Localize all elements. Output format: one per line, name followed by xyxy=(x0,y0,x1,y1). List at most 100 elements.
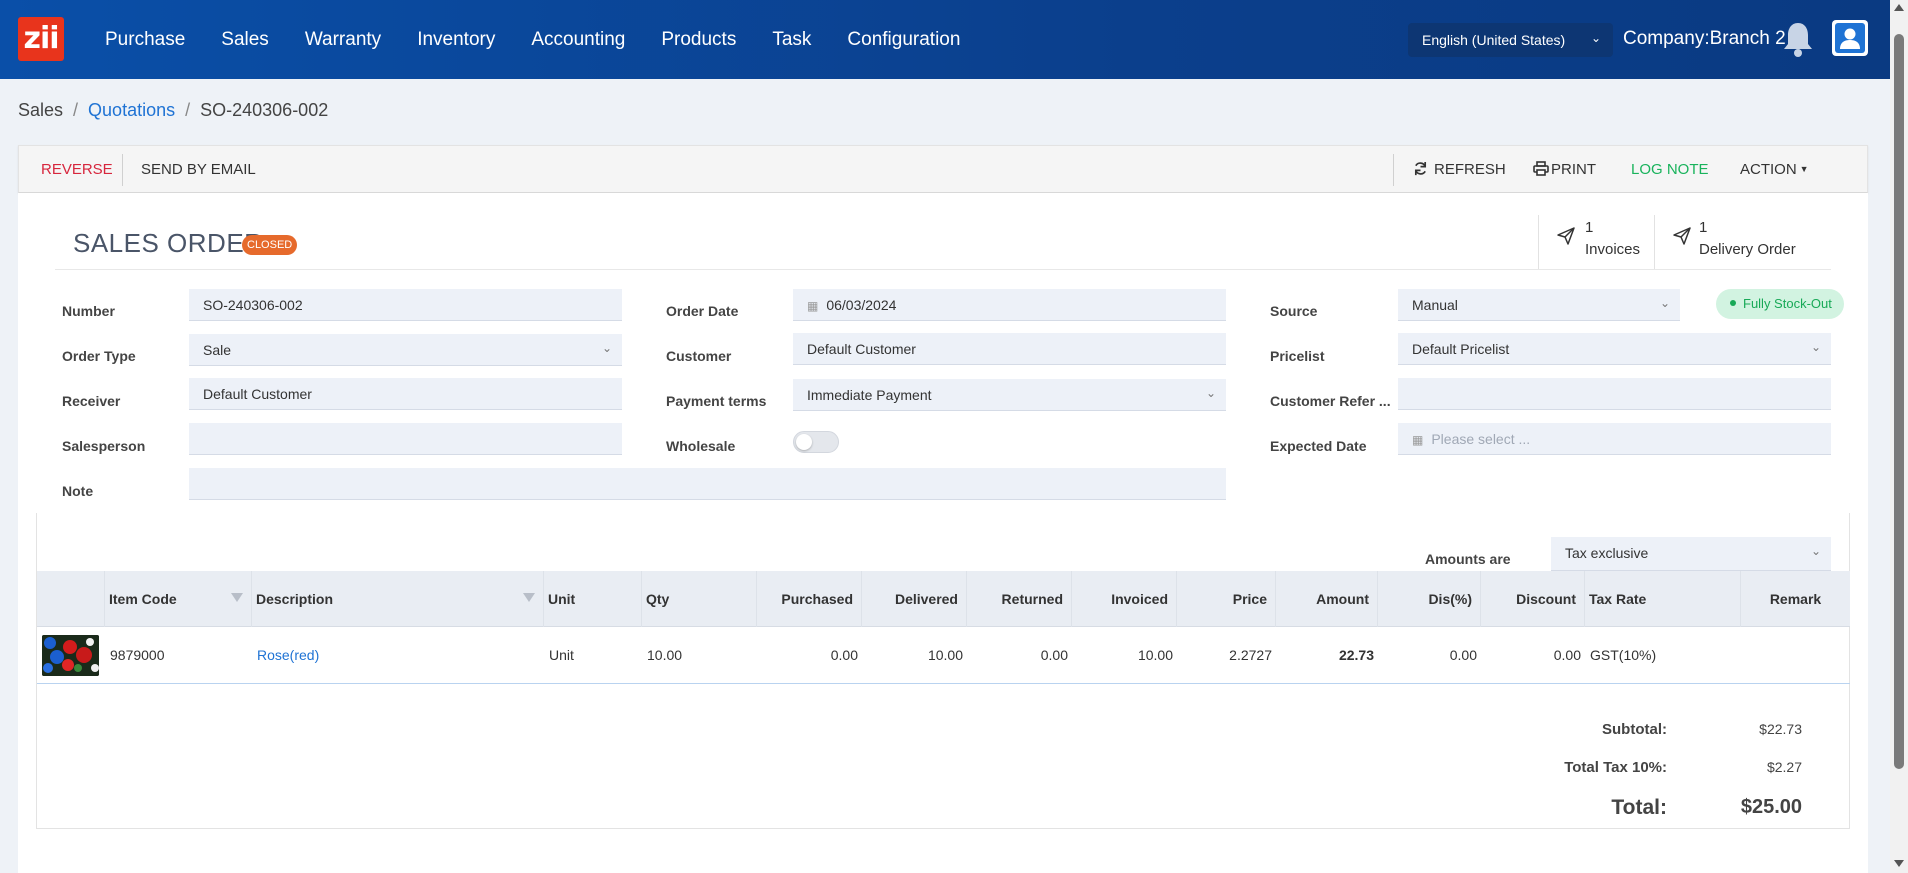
stock-status-text: Fully Stock-Out xyxy=(1743,296,1832,311)
user-avatar-icon[interactable] xyxy=(1832,20,1868,56)
source-select[interactable]: Manual ⌄ xyxy=(1398,289,1680,321)
calendar-icon: ▦ xyxy=(1412,433,1424,447)
expected-date-label: Expected Date xyxy=(1270,438,1367,454)
order-date-value: 06/03/2024 xyxy=(826,297,897,313)
column-header-remark[interactable]: Remark xyxy=(1769,591,1822,607)
column-header-qty[interactable]: Qty xyxy=(642,571,757,627)
cell-amount: 22.73 xyxy=(1338,647,1374,663)
action-dropdown[interactable]: ACTION ▼ xyxy=(1740,161,1809,178)
column-header-dis-pct[interactable]: Dis(%) xyxy=(1378,571,1481,627)
filter-icon[interactable] xyxy=(231,593,243,602)
cell-unit: Unit xyxy=(549,647,574,663)
title-divider xyxy=(55,269,1831,270)
scroll-down-icon[interactable] xyxy=(1894,860,1904,867)
order-type-select[interactable]: Sale ⌄ xyxy=(189,334,622,366)
delivery-count: 1 xyxy=(1699,219,1708,236)
table-row[interactable]: 9879000 Rose(red) Unit 10.00 0.00 10.00 … xyxy=(37,627,1850,684)
breadcrumb-separator: / xyxy=(185,100,191,120)
amounts-are-select[interactable]: Tax exclusive ⌄ xyxy=(1551,537,1831,571)
total-value: $25.00 xyxy=(1740,796,1802,818)
note-label: Note xyxy=(62,483,94,499)
column-header-item-code[interactable]: Item Code xyxy=(105,571,252,627)
refresh-button[interactable]: REFRESH xyxy=(1413,161,1506,178)
column-header-delivered[interactable]: Delivered xyxy=(862,571,967,627)
toolbar-divider xyxy=(1393,154,1394,186)
note-field[interactable] xyxy=(189,468,1226,500)
cell-item-code: 9879000 xyxy=(110,647,165,663)
filter-icon[interactable] xyxy=(523,593,535,602)
reverse-button[interactable]: REVERSE xyxy=(41,161,113,178)
subtotal-value: $22.73 xyxy=(1759,721,1802,737)
toolbar-divider xyxy=(122,154,123,186)
receiver-label: Receiver xyxy=(62,393,121,409)
pricelist-select[interactable]: Default Pricelist ⌄ xyxy=(1398,333,1831,365)
nav-products[interactable]: Products xyxy=(661,28,737,50)
breadcrumb-separator: / xyxy=(73,100,79,120)
breadcrumb-quotations-link[interactable]: Quotations xyxy=(88,100,176,120)
expected-date-field[interactable]: ▦ Please select ... xyxy=(1398,423,1831,455)
nav-configuration[interactable]: Configuration xyxy=(847,28,961,50)
customer-ref-field[interactable] xyxy=(1398,378,1831,410)
order-date-label: Order Date xyxy=(666,303,739,319)
column-header-discount[interactable]: Discount xyxy=(1481,571,1585,627)
cell-qty: 10.00 xyxy=(647,647,683,663)
nav-accounting[interactable]: Accounting xyxy=(531,28,626,50)
total-tax-label: Total Tax 10%: xyxy=(1564,759,1667,776)
amounts-are-label: Amounts are xyxy=(1425,551,1511,567)
order-date-field[interactable]: ▦ 06/03/2024 xyxy=(793,289,1226,321)
number-field[interactable]: SO-240306-002 xyxy=(189,289,622,321)
number-label: Number xyxy=(62,303,115,319)
column-header-price[interactable]: Price xyxy=(1177,571,1276,627)
wholesale-label: Wholesale xyxy=(666,438,736,454)
log-note-button[interactable]: LOG NOTE xyxy=(1631,161,1709,178)
send-icon xyxy=(1673,227,1691,245)
cell-invoiced: 10.00 xyxy=(1137,647,1173,663)
chevron-down-icon: ⌄ xyxy=(1205,386,1216,400)
print-button[interactable]: PRINT xyxy=(1533,161,1596,178)
column-header-unit[interactable]: Unit xyxy=(544,571,642,627)
toggle-knob xyxy=(796,434,812,450)
column-header-description[interactable]: Description xyxy=(252,571,544,627)
column-header-returned[interactable]: Returned xyxy=(967,571,1072,627)
product-thumbnail[interactable] xyxy=(42,635,99,676)
nav-task[interactable]: Task xyxy=(772,28,812,50)
subtotal-label: Subtotal: xyxy=(1602,721,1667,738)
scroll-up-icon[interactable] xyxy=(1894,4,1904,11)
column-header-purchased[interactable]: Purchased xyxy=(757,571,862,627)
status-dot-icon xyxy=(1730,300,1736,306)
product-link[interactable]: Rose(red) xyxy=(257,647,320,663)
invoices-smart-button[interactable]: 1 Invoices xyxy=(1538,215,1654,269)
send-by-email-button[interactable]: SEND BY EMAIL xyxy=(141,161,256,178)
company-switcher[interactable]: Company:Branch 2 xyxy=(1623,28,1786,49)
cell-tax-rate: GST(10%) xyxy=(1590,647,1657,663)
calendar-icon: ▦ xyxy=(807,299,819,313)
bell-icon[interactable] xyxy=(1781,20,1815,58)
column-header-invoiced[interactable]: Invoiced xyxy=(1072,571,1177,627)
nav-sales[interactable]: Sales xyxy=(221,28,269,50)
column-header-tax-rate[interactable]: Tax Rate xyxy=(1585,571,1741,627)
nav-warranty[interactable]: Warranty xyxy=(304,28,382,50)
pricelist-label: Pricelist xyxy=(1270,348,1325,364)
order-type-value: Sale xyxy=(203,342,232,358)
customer-field[interactable]: Default Customer xyxy=(793,333,1226,365)
language-select[interactable]: English (United States) ⌄ xyxy=(1408,23,1613,57)
nav-purchase[interactable]: Purchase xyxy=(105,28,186,50)
cell-returned: 0.00 xyxy=(1040,647,1068,663)
cell-discount: 0.00 xyxy=(1553,647,1581,663)
send-icon xyxy=(1557,227,1575,245)
customer-label: Customer xyxy=(666,348,732,364)
receiver-field[interactable]: Default Customer xyxy=(189,378,622,410)
payment-terms-select[interactable]: Immediate Payment ⌄ xyxy=(793,379,1226,411)
cell-price: 2.2727 xyxy=(1229,647,1272,663)
app-logo[interactable]: zii xyxy=(18,17,64,61)
wholesale-toggle[interactable] xyxy=(793,431,839,453)
page-scrollbar[interactable] xyxy=(1890,0,1908,873)
refresh-label: REFRESH xyxy=(1434,161,1506,178)
column-header-amount[interactable]: Amount xyxy=(1276,571,1378,627)
scroll-thumb[interactable] xyxy=(1894,34,1904,769)
nav-inventory[interactable]: Inventory xyxy=(417,28,496,50)
payment-terms-label: Payment terms xyxy=(666,393,767,409)
delivery-order-smart-button[interactable]: 1 Delivery Order xyxy=(1654,215,1804,269)
salesperson-field[interactable] xyxy=(189,423,622,455)
order-lines-panel: Amounts are Tax exclusive ⌄ Item Code De… xyxy=(36,513,1850,829)
